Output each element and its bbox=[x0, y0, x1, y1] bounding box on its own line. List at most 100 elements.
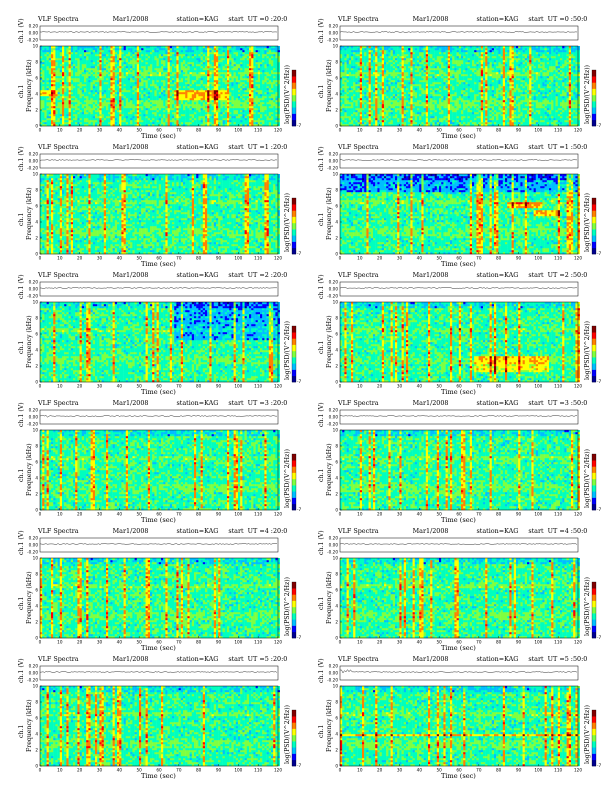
spectrogram-cell bbox=[68, 120, 71, 123]
ch1-trace bbox=[339, 31, 578, 33]
spectrogram-cell bbox=[88, 80, 91, 83]
spectrogram-cell bbox=[44, 104, 47, 107]
spectrogram-cell bbox=[220, 102, 223, 105]
spectrogram-cell bbox=[244, 66, 247, 69]
spectrogram-cell bbox=[112, 122, 115, 125]
spectrogram-cell bbox=[167, 118, 170, 121]
spectrogram-cell bbox=[227, 68, 230, 71]
spectrogram-cell bbox=[75, 88, 78, 91]
spectrogram-cell bbox=[359, 106, 363, 109]
spectrogram-cell bbox=[242, 78, 245, 81]
spectrogram-cell bbox=[64, 74, 67, 77]
spectrogram-cell bbox=[68, 102, 71, 105]
spectrogram-cell bbox=[185, 118, 188, 121]
spectrogram-cell bbox=[125, 52, 129, 55]
spectrogram-cell bbox=[196, 56, 199, 59]
spectrogram-cell bbox=[125, 70, 129, 73]
spectrogram-cell bbox=[240, 122, 243, 125]
spectrogram-cell bbox=[86, 84, 89, 87]
spectrogram-cell bbox=[174, 68, 177, 71]
spectrogram-cell bbox=[95, 58, 98, 61]
spectrogram-cell bbox=[242, 66, 245, 69]
spectrogram-cell bbox=[191, 124, 195, 127]
spectrogram-cell bbox=[156, 104, 159, 107]
spectrogram-cell bbox=[244, 78, 247, 81]
spectrogram-cell bbox=[246, 120, 250, 123]
spectrogram-cell bbox=[154, 56, 157, 59]
spectrogram-cell bbox=[273, 82, 276, 85]
spectrogram-cell bbox=[273, 104, 276, 107]
spectrogram-cell bbox=[40, 98, 43, 101]
spectrogram-cell bbox=[200, 114, 203, 117]
spectrogram-cell bbox=[198, 62, 201, 65]
spectrogram-cell bbox=[167, 116, 170, 119]
spectrogram-cell bbox=[198, 104, 201, 107]
spectrogram-cell bbox=[125, 102, 129, 105]
spectrogram-cell bbox=[238, 86, 241, 89]
spectrogram-cell bbox=[130, 64, 133, 67]
spectrogram-cell bbox=[128, 116, 131, 119]
spectrogram-cell bbox=[220, 98, 223, 101]
spectrogram-cell bbox=[165, 60, 168, 63]
spectrogram-cell bbox=[79, 116, 82, 119]
spectrogram-cell bbox=[235, 76, 239, 79]
spectrogram-cell bbox=[257, 120, 261, 123]
spectrogram-cell bbox=[205, 50, 208, 53]
spectrogram-cell bbox=[40, 118, 43, 121]
spectrogram-cell bbox=[220, 104, 223, 107]
spectrogram-cell bbox=[92, 62, 96, 65]
spectrogram-cell bbox=[266, 66, 269, 69]
spectrogram-cell bbox=[130, 96, 133, 99]
spectrogram-cell bbox=[205, 64, 208, 67]
spectrogram-cell bbox=[229, 116, 232, 119]
spectrogram-cell bbox=[348, 114, 352, 117]
spectrogram-cell bbox=[220, 120, 223, 123]
spectrogram-cell bbox=[194, 72, 197, 75]
spectrogram-cell bbox=[101, 116, 104, 119]
spectrogram-cell bbox=[53, 52, 56, 55]
spectrogram-cell bbox=[242, 110, 245, 113]
spectrogram-cell bbox=[121, 98, 124, 101]
spectrogram-cell bbox=[346, 98, 349, 101]
spectrogram-cell bbox=[353, 106, 356, 109]
spectrogram-cell bbox=[351, 72, 354, 75]
panel-header: VLF Spectra Mar1/2008 station=KAG start UT … bbox=[38, 15, 287, 23]
spectrogram-cell bbox=[70, 84, 74, 87]
spectrogram-cell bbox=[271, 54, 274, 57]
spectrogram-cell bbox=[51, 48, 54, 51]
spectrogram-cell bbox=[70, 78, 74, 81]
spectrogram-cell bbox=[357, 116, 360, 119]
spectrogram-cell bbox=[42, 94, 45, 97]
spectrogram-cell bbox=[92, 92, 96, 95]
spectrogram-cell bbox=[216, 110, 219, 113]
spectrogram-cell bbox=[187, 52, 190, 55]
spectrogram-cell bbox=[79, 102, 82, 105]
spectrogram-cell bbox=[110, 100, 113, 103]
spectrogram-cell bbox=[260, 76, 263, 79]
spectrogram-cell bbox=[42, 60, 45, 63]
spectrogram-cell bbox=[213, 56, 217, 59]
spectrogram-cell bbox=[66, 96, 69, 99]
spectrogram-cell bbox=[235, 120, 239, 123]
spectrogram-cell bbox=[191, 114, 195, 117]
spectrogram-cell bbox=[260, 124, 263, 127]
spectrogram-cell bbox=[277, 50, 280, 53]
spectrogram-cell bbox=[268, 48, 272, 51]
spectrogram-cell bbox=[136, 54, 140, 57]
spectrogram-cell bbox=[342, 98, 345, 101]
spectrogram-cell bbox=[53, 96, 56, 99]
spectrogram-cell bbox=[183, 112, 186, 115]
spectrogram-cell bbox=[205, 66, 208, 69]
spectrogram-cell bbox=[189, 62, 192, 65]
spectrogram-cell bbox=[154, 52, 157, 55]
spectrogram-cell bbox=[268, 46, 272, 49]
spectrogram-cell bbox=[154, 112, 157, 115]
spectrogram-cell bbox=[251, 114, 254, 117]
spectrogram-cell bbox=[364, 98, 367, 101]
spectrogram-cell bbox=[178, 124, 181, 127]
spectrogram-cell bbox=[66, 54, 69, 57]
spectrogram-cell bbox=[178, 88, 181, 91]
spectrogram-cell bbox=[172, 118, 175, 121]
spectrogram-cell bbox=[271, 102, 274, 105]
spectrogram-cell bbox=[351, 118, 354, 121]
